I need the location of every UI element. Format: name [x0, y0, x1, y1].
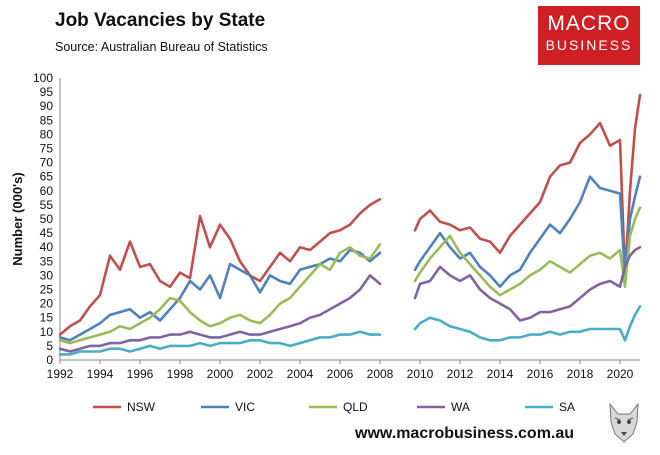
x-tick-label: 2010: [407, 367, 434, 381]
legend-label-sa: SA: [559, 400, 575, 414]
legend-label-vic: VIC: [235, 400, 255, 414]
y-tick-label: 70: [40, 156, 54, 170]
y-tick-label: 15: [40, 311, 54, 325]
x-tick-label: 2002: [247, 367, 274, 381]
x-tick-label: 2016: [527, 367, 554, 381]
y-tick-label: 95: [40, 85, 54, 99]
macrobusiness-logo: MACRO BUSINESS: [538, 6, 640, 65]
y-tick-label: 30: [40, 268, 54, 282]
y-tick-label: 25: [40, 283, 54, 297]
series-line-wa: [58, 245, 642, 353]
y-tick-label: 0: [46, 353, 53, 367]
y-tick-label: 65: [40, 170, 54, 184]
x-tick-label: 2006: [327, 367, 354, 381]
y-tick-label: 75: [40, 142, 54, 156]
legend: NSW VIC QLD WA SA: [93, 400, 575, 414]
x-tick-label: 2000: [207, 367, 234, 381]
y-tick-label: 55: [40, 198, 54, 212]
x-tick-label: 2014: [487, 367, 514, 381]
x-tick-label: 2020: [607, 367, 634, 381]
y-tick-label: 85: [40, 113, 54, 127]
y-tick-label: 60: [40, 184, 54, 198]
website-url: www.macrobusiness.com.au: [355, 425, 575, 442]
y-tick-label: 80: [40, 127, 54, 141]
y-tick-label: 90: [40, 99, 54, 113]
y-tick-label: 45: [40, 226, 54, 240]
x-tick-label: 2004: [287, 367, 314, 381]
x-tick-label: 1992: [47, 367, 74, 381]
x-tick-label: 1994: [87, 367, 114, 381]
x-tick-labels: 1992 1994 1996 1998 2000 2002 2004 2006 2008 2010…: [47, 360, 634, 381]
logo-line-1: MACRO: [547, 12, 631, 35]
y-tick-label: 10: [40, 325, 54, 339]
x-tick-label: 2018: [567, 367, 594, 381]
y-tick-label: 40: [40, 240, 54, 254]
legend-label-nsw: NSW: [127, 400, 156, 414]
chart-title: Job Vacancies by State: [55, 10, 266, 31]
x-tick-label: 1996: [127, 367, 154, 381]
chart-source: Source: Australian Bureau of Statistics: [55, 40, 268, 54]
y-tick-label: 5: [46, 339, 53, 353]
y-tick-label: 100: [33, 71, 53, 85]
y-tick-label: 35: [40, 254, 54, 268]
series-line-qld: [58, 206, 642, 345]
x-tick-label: 1998: [167, 367, 194, 381]
x-tick-label: 2012: [447, 367, 474, 381]
legend-label-wa: WA: [451, 400, 470, 414]
series-line-sa: [58, 305, 642, 356]
y-tick-label: 20: [40, 297, 54, 311]
series-lines: [58, 93, 642, 356]
series-line-nsw: [58, 93, 642, 336]
y-axis-label: Number (000's): [10, 172, 25, 265]
y-tick-label: 50: [40, 212, 54, 226]
legend-label-qld: QLD: [343, 400, 368, 414]
x-tick-label: 2008: [367, 367, 394, 381]
wolf-logo-icon: [609, 402, 639, 443]
y-tick-labels: 0510152025303540455055606570758085909510…: [33, 71, 53, 367]
logo-line-2: BUSINESS: [545, 37, 633, 53]
series-line-vic: [58, 175, 642, 342]
